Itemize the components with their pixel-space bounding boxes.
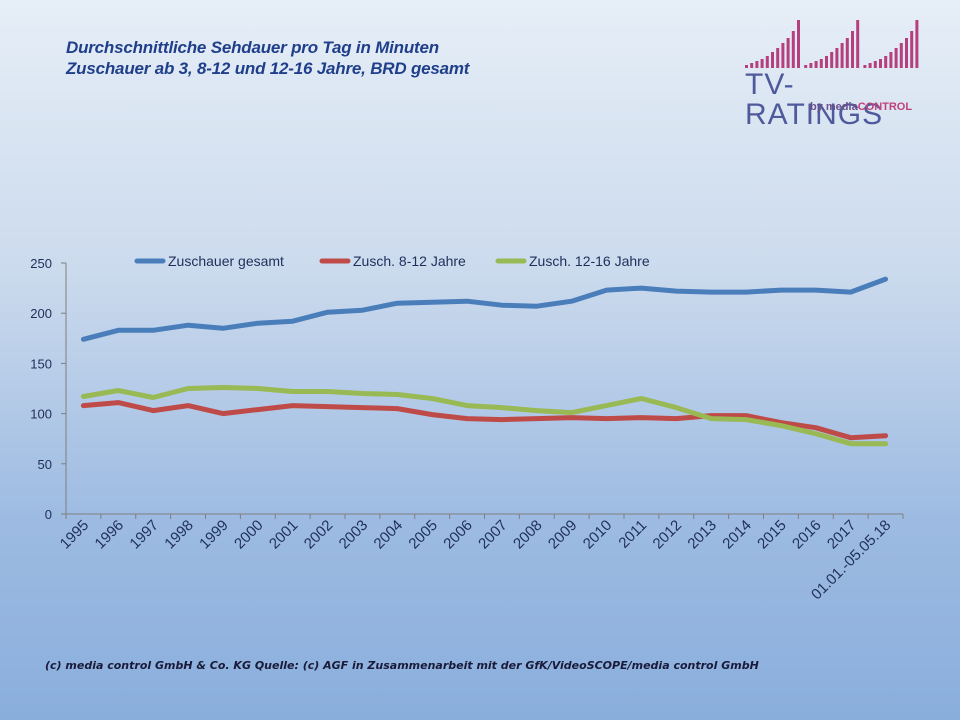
- logo-bar: [814, 61, 818, 68]
- logo-bar: [781, 43, 785, 68]
- x-tick-label: 2009: [545, 517, 581, 553]
- x-tick-label: 2008: [510, 517, 546, 553]
- logo-bar: [765, 56, 769, 68]
- logo-byline: by mediaCONTROL: [810, 101, 912, 113]
- chart-title: Durchschnittliche Sehdauer pro Tag in Mi…: [66, 37, 469, 79]
- logo-bar: [873, 61, 877, 68]
- logo-bar: [804, 65, 808, 68]
- y-tick-label: 150: [30, 356, 52, 371]
- logo-bar: [786, 38, 790, 68]
- logo-bar: [889, 52, 893, 68]
- x-tick-label: 1997: [126, 517, 162, 553]
- x-tick-label: 1995: [57, 517, 93, 553]
- logo-bar: [791, 31, 795, 68]
- logo-bar: [856, 20, 860, 68]
- series-line-zusch-8-12-jahre: [80, 400, 889, 441]
- x-tick-label: 2003: [336, 517, 372, 553]
- x-tick-label: 1999: [196, 517, 232, 553]
- logo-bar: [905, 38, 908, 68]
- logo-bar: [745, 65, 748, 68]
- logo-bar: [755, 61, 759, 68]
- logo-bar: [845, 38, 849, 68]
- chart-legend: Zuschauer gesamt Zusch. 8-12 Jahre Zusch. …: [134, 253, 650, 269]
- logo-bar: [771, 52, 774, 68]
- logo-bar: [840, 43, 844, 68]
- logo-wordmark: TV-RATINGS: [745, 68, 884, 131]
- x-tick-label: 2010: [580, 517, 616, 553]
- logo-bar: [776, 48, 780, 68]
- x-tick-label: 2011: [615, 517, 650, 552]
- logo-byline-by: by media: [810, 101, 858, 113]
- x-tick-label: 2001: [266, 517, 302, 553]
- logo-bar: [879, 59, 882, 68]
- source-footer: (c) media control GmbH & Co. KG Quelle: …: [45, 659, 759, 672]
- logo-bar: [894, 48, 898, 68]
- logo-bar: [835, 48, 839, 68]
- y-tick-label: 50: [38, 457, 52, 472]
- logo-bar: [797, 20, 800, 68]
- chart-series: [80, 276, 889, 447]
- logo-bar: [915, 20, 919, 68]
- logo-bar: [809, 63, 813, 68]
- logo-bar: [899, 43, 903, 68]
- x-tick-label: 1998: [161, 517, 197, 553]
- x-tick-label: 2015: [754, 517, 790, 553]
- y-tick-label: 100: [30, 407, 52, 422]
- series-line-zuschauer-gesamt: [80, 276, 889, 342]
- x-tick-label: 2004: [371, 517, 407, 553]
- x-tick-label: 2014: [719, 517, 755, 553]
- series-line-zusch-12-16-jahre: [80, 385, 889, 447]
- legend-label: Zusch. 12-16 Jahre: [529, 253, 650, 269]
- x-tick-label: 2005: [405, 517, 441, 553]
- logo-bar: [851, 31, 854, 68]
- legend-label: Zusch. 8-12 Jahre: [353, 253, 466, 269]
- logo-byline-control: CONTROL: [857, 101, 913, 113]
- y-tick-label: 200: [30, 306, 52, 321]
- logo-bar: [863, 65, 867, 68]
- tv-ratings-logo: TV-RATINGS by mediaCONTROL: [742, 18, 924, 130]
- logo-bar: [750, 63, 754, 68]
- logo-bar: [868, 63, 872, 68]
- x-tick-label: 1996: [92, 517, 128, 553]
- logo-bar: [830, 52, 834, 68]
- logo-bar: [825, 56, 828, 68]
- chart-title-line2: Zuschauer ab 3, 8-12 und 12-16 Jahre, BR…: [66, 59, 470, 78]
- logo-bar: [819, 59, 823, 68]
- x-tick-label: 2002: [301, 517, 337, 553]
- legend-label: Zuschauer gesamt: [168, 253, 284, 269]
- y-tick-label: 250: [30, 256, 52, 271]
- logo-bars-graphic: [745, 20, 919, 68]
- y-tick-label: 0: [45, 507, 52, 522]
- logo-bar: [910, 31, 914, 68]
- x-tick-label: 2016: [789, 517, 825, 553]
- chart-title-line1: Durchschnittliche Sehdauer pro Tag in Mi…: [66, 38, 439, 57]
- x-tick-label: 2000: [231, 517, 267, 553]
- x-tick-label: 2007: [475, 517, 511, 553]
- logo-bar: [760, 59, 764, 68]
- x-tick-label: 2013: [684, 517, 720, 553]
- x-tick-label: 2006: [440, 517, 476, 553]
- logo-bar: [884, 56, 888, 68]
- x-tick-label: 2012: [650, 517, 686, 553]
